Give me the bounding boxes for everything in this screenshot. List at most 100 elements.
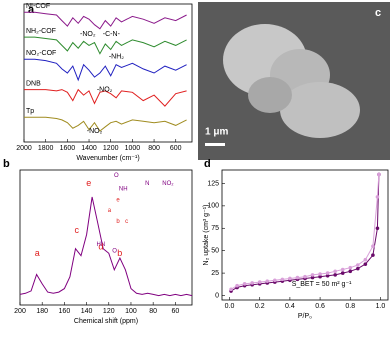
data-point	[325, 271, 330, 275]
data-point	[257, 280, 262, 284]
scale-label: 1 μm	[205, 127, 228, 138]
y-tick-label: 0	[215, 292, 219, 299]
chart-panel: d 0.0 0.2 0.4 0.6 0.8 1.0 0 25 50 75 100 125 P/P₀ N₂ u…	[203, 158, 389, 320]
x-axis-label: P/P₀	[298, 313, 312, 320]
plot-frame	[221, 169, 389, 301]
x-tick-label: 1400	[81, 145, 97, 152]
y-tick-label: 100	[207, 203, 219, 210]
structure-label: e	[116, 197, 120, 203]
data-point	[356, 266, 360, 271]
x-tick-label: 1.0	[376, 303, 386, 310]
data-point	[303, 274, 307, 279]
data-point	[310, 273, 315, 277]
data-point	[375, 226, 380, 231]
chart-panel: a 2000 1800 1600 1400 1200 1000 800 600 Wavenumbe…	[16, 3, 193, 162]
chart-panel: b 200 180 160 140 120 100 80 60 Chemical shift (p…	[3, 158, 193, 325]
x-tick-label: 160	[59, 308, 71, 315]
x-tick-label: 100	[125, 308, 137, 315]
series-line	[24, 116, 187, 132]
x-tick-label: 1600	[60, 145, 76, 152]
structure-label: O	[114, 173, 119, 179]
data-point	[288, 276, 292, 281]
annotation: c	[75, 225, 80, 235]
annotation: -NO₂	[87, 128, 103, 135]
data-point	[229, 287, 233, 292]
annotation: d	[98, 241, 103, 251]
y-tick-label: 25	[211, 270, 219, 277]
structure-label: N	[145, 181, 149, 187]
data-point	[295, 275, 300, 280]
data-point	[325, 273, 330, 278]
plot-frame	[19, 169, 193, 306]
data-point	[318, 274, 322, 279]
data-point	[242, 282, 247, 286]
x-tick-label: 1200	[103, 145, 119, 152]
x-tick-label: 1000	[125, 145, 141, 152]
x-tick-label: 0.4	[285, 303, 295, 310]
data-point	[318, 272, 322, 276]
series-line	[24, 11, 187, 30]
x-tick-label: 800	[148, 145, 160, 152]
structure-label: NH	[119, 186, 128, 192]
annotation: -C-N-	[103, 31, 121, 38]
data-point	[280, 277, 285, 282]
data-point	[375, 195, 380, 199]
structure-label: b	[116, 219, 120, 225]
x-tick-label: 1800	[38, 145, 54, 152]
x-tick-label: 0.0	[225, 303, 235, 310]
data-point	[348, 269, 353, 274]
data-point	[235, 283, 239, 288]
x-axis-label: Wavenumber (cm⁻¹)	[76, 155, 139, 162]
particle	[248, 77, 292, 113]
x-axis-label: Chemical shift (ppm)	[74, 318, 138, 325]
data-point	[310, 275, 315, 280]
scale-bar	[205, 143, 225, 146]
series-line	[19, 196, 193, 297]
data-point	[265, 279, 270, 283]
x-tick-label: 0.2	[255, 303, 265, 310]
series-line	[24, 58, 187, 82]
x-tick-label: 60	[171, 308, 179, 315]
legend-label: DNB	[26, 80, 41, 87]
structure-label: a	[108, 208, 112, 214]
data-point	[371, 244, 375, 249]
data-point	[371, 253, 375, 257]
panel-label: c	[375, 7, 381, 19]
series-line	[230, 174, 380, 292]
annotation: -NH₂	[109, 53, 124, 60]
y-tick-label: 125	[207, 180, 219, 187]
y-tick-label: 50	[211, 248, 219, 255]
annotation: -NO₂	[97, 86, 113, 93]
structure-label: HN	[97, 242, 106, 248]
panel-label: a	[28, 4, 35, 16]
structure-label: O	[112, 249, 117, 255]
data-point	[340, 267, 345, 272]
annotation: S_BET = 50 m² g⁻¹	[292, 281, 352, 288]
x-tick-label: 0.8	[345, 303, 355, 310]
x-tick-label: 80	[149, 308, 157, 315]
legend-label: Tp	[26, 108, 34, 115]
legend-label: NI-COF	[26, 3, 50, 10]
series-line	[24, 88, 187, 107]
x-tick-label: 0.6	[315, 303, 325, 310]
plot-frame	[23, 3, 193, 143]
annotation: a	[35, 248, 40, 258]
x-tick-label: 600	[170, 145, 182, 152]
data-point	[363, 257, 368, 262]
data-point	[348, 265, 353, 270]
data-point	[250, 281, 254, 285]
series-line	[230, 174, 380, 290]
series-line	[24, 36, 187, 55]
data-point	[333, 273, 337, 277]
x-tick-label: 200	[14, 308, 26, 315]
x-tick-label: 140	[81, 308, 93, 315]
data-point	[333, 269, 337, 274]
y-axis-label: N₂ uptake (cm³ g⁻¹)	[203, 205, 210, 266]
structure-label: NO₂	[162, 181, 174, 187]
x-tick-label: 120	[103, 308, 115, 315]
sem-panel: 1 μm c	[198, 2, 390, 160]
annotation: -NO₂	[80, 31, 96, 38]
legend-label: NH₂-COF	[26, 28, 56, 35]
particle	[280, 82, 360, 138]
